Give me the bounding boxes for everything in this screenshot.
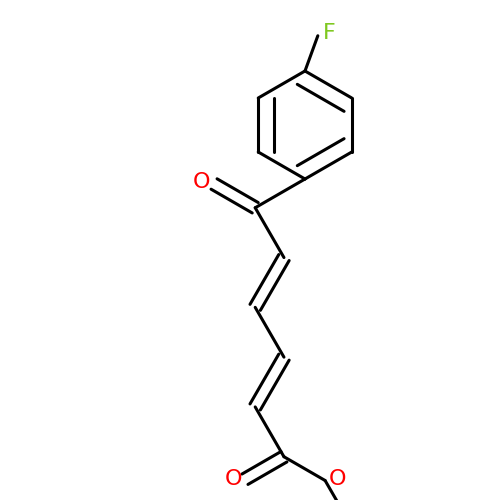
Text: F: F [322, 24, 335, 44]
Text: O: O [225, 469, 242, 489]
Text: O: O [329, 469, 346, 489]
Text: O: O [193, 172, 210, 192]
